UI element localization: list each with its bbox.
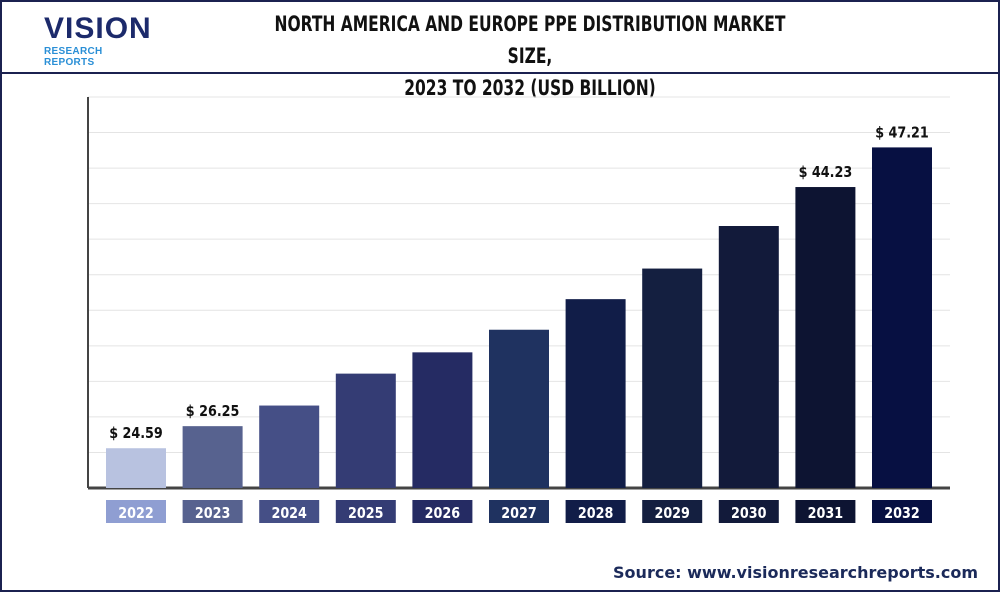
data-label: $ 47.21 [875, 124, 929, 141]
bar-2030 [718, 226, 779, 488]
title-line-1: NORTH AMERICA AND EUROPE PPE DISTRIBUTIO… [274, 12, 786, 68]
bar-2022 [106, 448, 166, 488]
x-tick-label: 2023 [195, 505, 230, 522]
x-tick-label: 2028 [578, 505, 613, 522]
logo-line2: RESEARCH REPORTS [44, 46, 103, 68]
year-label-box-2022 [106, 500, 166, 523]
chart-title: NORTH AMERICA AND EUROPE PPE DISTRIBUTIO… [259, 8, 800, 104]
bar-2024 [259, 405, 320, 488]
x-tick-label: 2026 [425, 505, 460, 522]
bar-2023 [182, 426, 243, 488]
year-label-box-2026 [412, 500, 473, 523]
vision-research-reports-logo: VISION RESEARCH REPORTS [44, 12, 154, 69]
bar-2028 [565, 299, 626, 488]
x-tick-label: 2024 [271, 505, 307, 522]
bar-2025 [335, 373, 396, 488]
data-label: $ 24.59 [109, 425, 163, 442]
x-tick-label: 2027 [501, 505, 536, 522]
x-tick-label: 2030 [731, 505, 767, 522]
year-label-box-2028 [565, 500, 626, 523]
year-label-box-2025 [335, 500, 396, 523]
bar-2026 [412, 352, 473, 488]
x-tick-label: 2032 [884, 505, 919, 522]
bar-2027 [489, 329, 549, 488]
bar-2032 [872, 147, 932, 488]
bar-2029 [642, 268, 703, 488]
title-line-2: 2023 TO 2032 (USD BILLION) [404, 76, 656, 100]
data-label: $ 44.23 [799, 164, 853, 181]
year-label-box-2023 [182, 500, 243, 523]
x-tick-label: 2029 [654, 505, 689, 522]
year-label-box-2031 [795, 500, 856, 523]
year-label-box-2029 [642, 500, 703, 523]
logo-line1: VISION [44, 12, 152, 45]
header-divider [0, 72, 1000, 74]
bar-2031 [795, 187, 856, 489]
year-label-box-2030 [718, 500, 779, 523]
year-label-box-2027 [489, 500, 549, 523]
x-tick-label: 2031 [808, 505, 843, 522]
x-tick-label: 2022 [118, 505, 153, 522]
year-label-box-2032 [872, 500, 932, 523]
data-label: $ 26.25 [186, 403, 240, 420]
x-tick-label: 2025 [348, 505, 383, 522]
year-label-box-2024 [259, 500, 320, 523]
source-text: Source: www.visionresearchreports.com [613, 563, 978, 582]
